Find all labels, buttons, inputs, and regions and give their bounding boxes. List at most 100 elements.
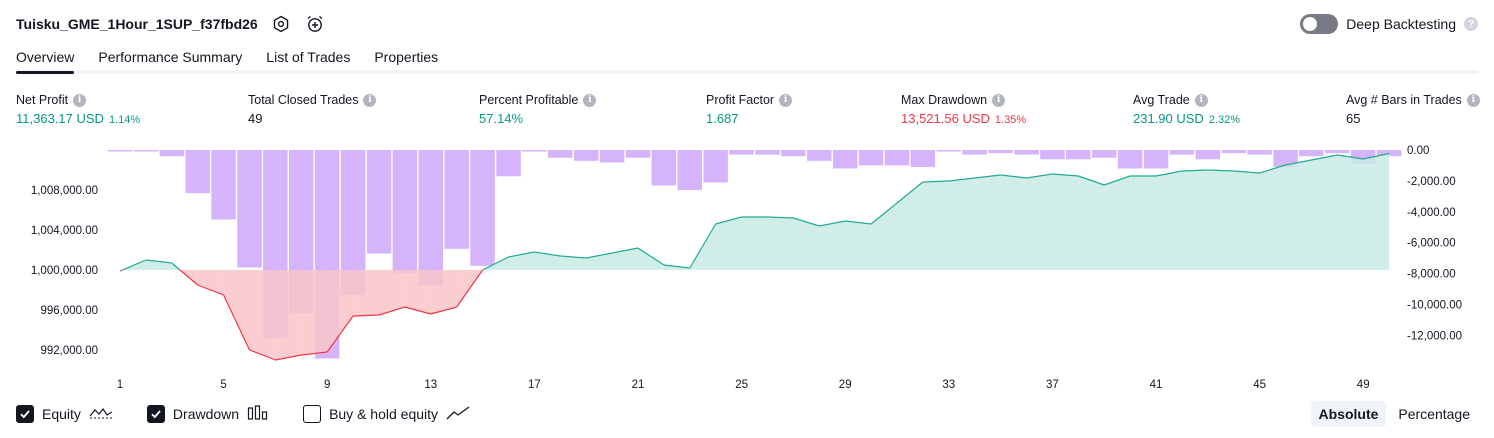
equity-profit-fill xyxy=(845,221,872,270)
absolute-button[interactable]: Absolute xyxy=(1310,401,1387,427)
percentage-button[interactable]: Percentage xyxy=(1398,406,1470,422)
equity-line-segment xyxy=(1311,154,1338,161)
tab-properties[interactable]: Properties xyxy=(374,49,439,65)
equity-line-segment xyxy=(845,220,872,225)
settings-icon[interactable] xyxy=(270,13,292,35)
buy-hold-checkbox[interactable] xyxy=(303,405,322,423)
equity-loss-fill xyxy=(379,270,405,315)
tab-overview[interactable]: Overview xyxy=(16,44,75,74)
metric-label: Max Drawdown xyxy=(901,93,988,107)
equity-line-segment xyxy=(249,349,276,361)
drawdown-bar xyxy=(807,150,832,161)
drawdown-bar xyxy=(1040,150,1065,160)
x-tick-label: 45 xyxy=(1253,379,1266,391)
info-icon[interactable]: i xyxy=(583,93,597,107)
drawdown-bar xyxy=(366,150,392,254)
equity-line-segment xyxy=(456,269,484,308)
metric-avg-bars-in-trades: Avg # Bars in Trades i 65 xyxy=(1346,93,1480,126)
metric-value: 1.687 xyxy=(706,111,739,126)
equity-line-segment xyxy=(611,247,639,254)
equity-line-segment xyxy=(689,223,717,269)
metric-label: Avg # Bars in Trades xyxy=(1346,93,1462,107)
legend-equity[interactable]: Equity xyxy=(16,405,113,424)
info-icon[interactable]: i xyxy=(779,93,793,107)
drawdown-checkbox[interactable] xyxy=(146,405,165,423)
equity-line-segment xyxy=(1000,174,1027,179)
deep-backtesting-label: Deep Backtesting xyxy=(1346,16,1456,32)
right-tick-label: 0.00 xyxy=(1407,145,1429,157)
equity-line-segment xyxy=(793,217,820,227)
equity-profit-fill xyxy=(974,175,1001,270)
tab-list-of-trades[interactable]: List of Trades xyxy=(266,49,351,65)
info-icon[interactable]: i xyxy=(1466,93,1480,107)
left-axis: 1,008,000.00 1,004,000.00 1,000,000.00 996,… xyxy=(31,185,98,357)
left-tick-label: 1,000,000.00 xyxy=(31,265,98,277)
equity-profit-fill xyxy=(1363,153,1390,270)
equity-line-segment xyxy=(1155,170,1183,177)
equity-line-segment xyxy=(1026,173,1053,179)
right-tick-label: -2,000.00 xyxy=(1407,176,1456,188)
drawdown-bar xyxy=(107,150,133,152)
drawdown-bar xyxy=(1091,150,1117,158)
equity-line-segment xyxy=(1078,175,1105,186)
equity-line-segment xyxy=(715,216,742,225)
metric-label: Percent Profitable xyxy=(479,93,579,107)
metric-label: Net Profit xyxy=(16,93,69,107)
equity-loss-fill xyxy=(404,270,431,314)
legend-buy-hold[interactable]: Buy & hold equity xyxy=(303,405,470,424)
equity-profit-fill xyxy=(1233,171,1260,270)
equity-profit-fill xyxy=(871,203,897,270)
drawdown-bar xyxy=(1376,150,1402,157)
view-mode-switch: Absolute Percentage xyxy=(1310,401,1479,427)
info-icon[interactable]: i xyxy=(363,93,377,107)
x-tick-label: 33 xyxy=(942,379,955,391)
equity-loss-fill xyxy=(430,270,457,314)
equity-profit-fill xyxy=(1156,171,1182,270)
equity-checkbox[interactable] xyxy=(16,405,34,423)
drawdown-bar xyxy=(470,150,495,266)
equity-line-segment xyxy=(301,351,328,356)
equity-line-segment xyxy=(404,306,431,315)
deep-backtesting-toggle[interactable] xyxy=(1300,14,1339,34)
info-icon[interactable]: i xyxy=(1194,93,1208,107)
drawdown-bar xyxy=(1195,150,1220,160)
x-tick-label: 13 xyxy=(424,379,437,391)
equity-line-segment xyxy=(560,255,587,259)
drawdown-bar xyxy=(1221,150,1246,154)
x-tick-label: 29 xyxy=(839,379,852,391)
equity-line-segment xyxy=(508,251,535,258)
equity-loss-fill xyxy=(327,270,354,352)
equity-profit-fill xyxy=(1285,160,1312,270)
equity-loss-fill xyxy=(353,270,379,316)
info-icon[interactable]: i xyxy=(73,93,87,107)
equity-profit-fill xyxy=(948,178,975,270)
equity-profit-fill xyxy=(1078,176,1105,270)
alarm-add-icon[interactable] xyxy=(304,13,326,35)
drawdown-bar xyxy=(832,150,858,169)
help-icon[interactable]: ? xyxy=(1464,17,1478,31)
metric-value: 231.90 USD xyxy=(1133,111,1204,126)
equity-profit-fill xyxy=(1130,176,1156,270)
equity-line-segment xyxy=(1285,159,1312,166)
drawdown-bar xyxy=(910,150,936,167)
info-icon[interactable]: i xyxy=(992,93,1006,107)
drawdown-bar xyxy=(599,150,625,163)
legend-label: Buy & hold equity xyxy=(329,406,439,422)
equity-line-segment xyxy=(1337,154,1364,160)
drawdown-bar xyxy=(548,150,573,158)
equity-line-segment xyxy=(1181,169,1208,172)
x-axis: 1 5 9 13 17 21 25 29 33 37 41 45 49 xyxy=(117,379,1370,391)
drawdown-bar xyxy=(1273,150,1298,167)
equity-drawdown-chart[interactable]: 1,008,000.00 1,004,000.00 1,000,000.00 996,… xyxy=(0,140,1494,395)
right-tick-label: -4,000.00 xyxy=(1407,207,1456,219)
equity-line-segment xyxy=(119,269,123,272)
equity-area xyxy=(119,152,1390,361)
equity-loss-fill xyxy=(223,270,250,350)
equity-loss-fill xyxy=(301,270,328,355)
tab-performance-summary[interactable]: Performance Summary xyxy=(98,49,243,65)
equity-line-segment xyxy=(819,220,846,227)
legend-drawdown[interactable]: Drawdown xyxy=(146,404,269,424)
drawdown-bar xyxy=(1066,150,1091,160)
equity-line-segment xyxy=(974,174,1001,179)
x-tick-label: 9 xyxy=(324,379,330,391)
